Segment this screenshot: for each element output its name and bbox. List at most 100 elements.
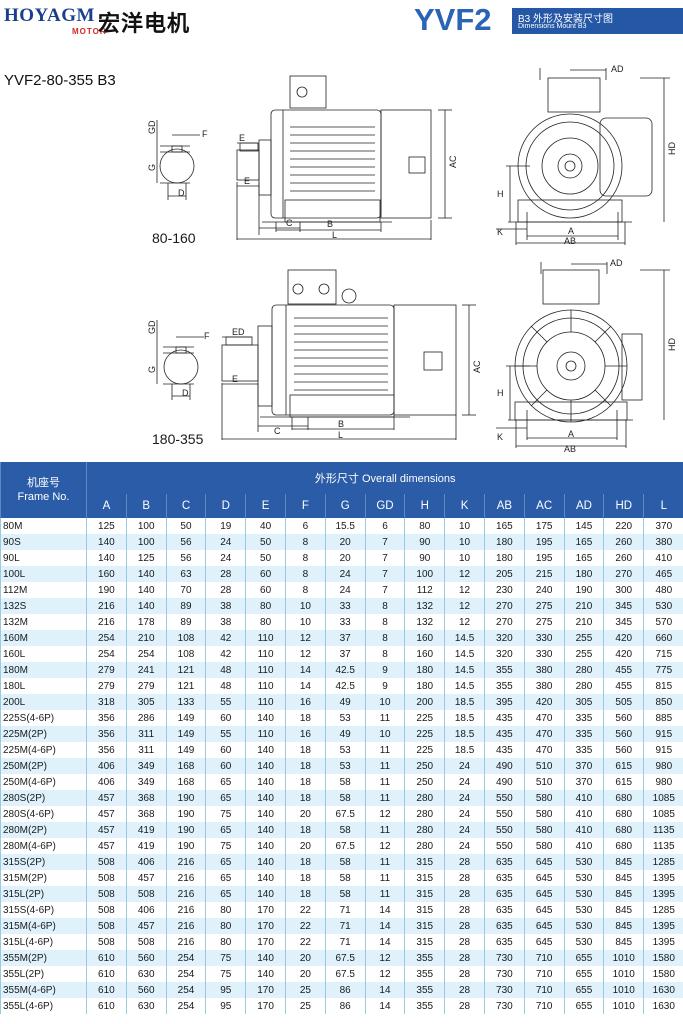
dimension-cell: 60 [245, 566, 286, 582]
dimension-cell: 60 [205, 758, 246, 774]
dimension-cell: 1630 [643, 982, 683, 998]
dimension-cell: 14 [364, 902, 405, 918]
dimension-cell: 132 [404, 614, 445, 630]
frame-cell: 180M [0, 662, 87, 678]
dimension-cell: 530 [563, 934, 604, 950]
dimension-cell: 24 [444, 822, 485, 838]
dimension-cell: 140 [245, 854, 286, 870]
dimension-cell: 14 [364, 982, 405, 998]
dimension-cell: 1135 [643, 838, 683, 854]
dimension-cell: 710 [523, 966, 565, 982]
dimension-cell: 10 [284, 614, 326, 630]
dimension-cell: 48 [205, 678, 246, 694]
dimension-cell: 406 [125, 902, 167, 918]
dimension-cell: 165 [563, 534, 604, 550]
dimension-cell: 315 [404, 902, 445, 918]
dimension-cell: 20 [324, 534, 366, 550]
dimension-cell: 132 [404, 598, 445, 614]
dimension-cell: 300 [603, 582, 644, 598]
dimension-cell: 560 [603, 742, 644, 758]
frame-cell: 355L(2P) [0, 966, 87, 982]
dimension-cell: 18.5 [444, 742, 485, 758]
dimension-cell: 112 [404, 582, 445, 598]
dimension-cell: 60 [205, 710, 246, 726]
label-gd-2: GD [147, 320, 157, 334]
dimension-cell: 420 [603, 646, 644, 662]
table-row: 160M 254 210 108 42 110 12 37 8 160 14.5 320 330 255 4… [0, 630, 683, 646]
dimension-cell: 11 [364, 774, 405, 790]
dimension-cell: 8 [364, 598, 405, 614]
dimension-cell: 645 [523, 854, 565, 870]
dimension-cell: 775 [643, 662, 683, 678]
dimension-cell: 24 [324, 582, 366, 598]
dimension-cell: 28 [444, 982, 485, 998]
dimension-cell: 20 [284, 806, 326, 822]
dimension-cell: 410 [643, 550, 683, 566]
dimension-cell: 110 [245, 630, 286, 646]
dimension-cell: 1395 [643, 886, 683, 902]
dimension-cell: 65 [205, 854, 246, 870]
label-g: G [147, 164, 157, 171]
frame-cell: 280M(2P) [0, 822, 87, 838]
dimension-cell: 216 [86, 598, 127, 614]
dimension-cell: 270 [603, 566, 644, 582]
dimension-cell: 16 [284, 694, 326, 710]
dimension-cell: 845 [603, 918, 644, 934]
dimension-cell: 80 [205, 902, 246, 918]
frame-cell: 315M(4-6P) [0, 918, 87, 934]
table-row: 225M(4-6P) 356 311 149 60 140 18 53 11 225 18.5 435… [0, 742, 683, 758]
dimension-cell: 37 [324, 630, 366, 646]
frame-cell: 280S(4-6P) [0, 806, 87, 822]
dimension-cell: 42.5 [324, 678, 366, 694]
dimension-cell: 140 [245, 806, 286, 822]
dimension-cell: 180 [563, 566, 604, 582]
label-h-2: H [497, 388, 504, 398]
table-row: 315S(4-6P) 508 406 216 80 170 22 71 14 315 28 635 64… [0, 902, 683, 918]
dimension-cell: 318 [86, 694, 127, 710]
dimension-cell: 12 [444, 566, 485, 582]
frame-header-cn: 机座号 [27, 477, 60, 489]
dimension-cell: 28 [444, 998, 485, 1014]
column-header: G [324, 494, 366, 518]
dimension-cell: 560 [125, 950, 167, 966]
label-a-2: A [568, 429, 574, 439]
dimension-cell: 508 [86, 902, 127, 918]
dimension-cell: 24 [444, 838, 485, 854]
dimension-cell: 80 [245, 598, 286, 614]
dimension-cell: 635 [483, 870, 525, 886]
table-row: 315L(2P) 508 508 216 65 140 18 58 11 315 28 635 645 5… [0, 886, 683, 902]
dimension-cell: 1010 [603, 966, 644, 982]
dimension-cell: 180 [483, 534, 525, 550]
dimension-cell: 305 [563, 694, 604, 710]
dimension-cell: 20 [284, 950, 326, 966]
dimension-cell: 65 [205, 774, 246, 790]
dimension-cell: 28 [444, 902, 485, 918]
dimension-cell: 465 [643, 566, 683, 582]
dimension-cell: 230 [483, 582, 525, 598]
dimension-cell: 86 [324, 998, 366, 1014]
dimension-cell: 190 [165, 838, 206, 854]
dimension-cell: 330 [523, 646, 565, 662]
table-row: 100L 160 140 63 28 60 8 24 7 100 12 205 215 180 270 465 [0, 566, 683, 582]
dimension-cell: 56 [165, 534, 206, 550]
dimension-cell: 50 [245, 534, 286, 550]
dimension-cell: 550 [483, 838, 525, 854]
dimension-cell: 28 [205, 582, 246, 598]
dimension-cell: 38 [205, 598, 246, 614]
dimension-cell: 11 [364, 790, 405, 806]
dimension-cell: 12 [364, 838, 405, 854]
dimension-cell: 280 [404, 822, 445, 838]
dimension-cell: 580 [523, 790, 565, 806]
dimension-cell: 140 [125, 566, 167, 582]
label-hd-2: HD [667, 338, 677, 351]
dimension-cell: 315 [404, 886, 445, 902]
dimension-cell: 170 [245, 918, 286, 934]
dimension-cell: 216 [165, 870, 206, 886]
dimension-cell: 215 [523, 566, 565, 582]
dimension-cell: 33 [324, 614, 366, 630]
dimension-cell: 216 [165, 902, 206, 918]
dimension-cell: 12 [364, 950, 405, 966]
dimension-cell: 18 [284, 774, 326, 790]
dimension-cell: 100 [404, 566, 445, 582]
dimension-cell: 610 [86, 966, 127, 982]
